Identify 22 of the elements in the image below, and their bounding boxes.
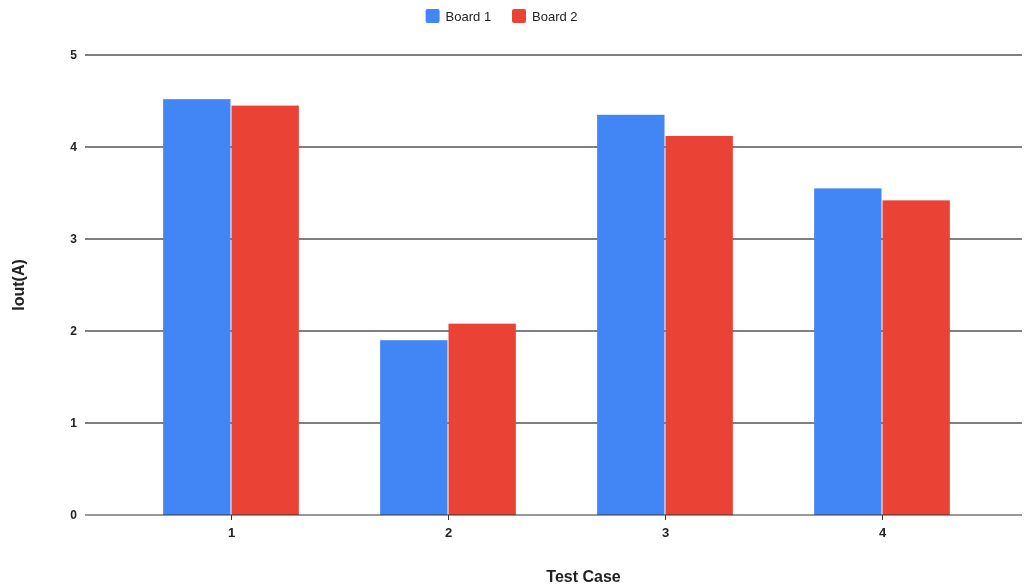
x-axis-title: Test Case [546, 568, 621, 585]
x-tick-label: 1 [227, 525, 236, 540]
x-tick-label: 3 [661, 525, 670, 540]
y-tick-label: 4 [70, 140, 78, 154]
y-tick-label: 2 [70, 324, 78, 338]
bar [665, 135, 733, 515]
y-axis-title: Iout(A) [10, 259, 27, 311]
y-tick-label: 5 [70, 48, 78, 62]
bar [882, 200, 950, 515]
bar [231, 105, 299, 515]
x-tick-label: 2 [444, 525, 453, 540]
y-tick-label: 3 [70, 232, 78, 246]
legend-label: Board 2 [532, 8, 578, 24]
bar [380, 340, 448, 515]
y-tick-label: 1 [70, 416, 78, 430]
x-tick-label: 4 [878, 525, 887, 540]
bar [814, 188, 882, 515]
bar [163, 99, 231, 515]
y-tick-label: 0 [70, 508, 78, 522]
legend-label: Board 1 [445, 8, 492, 24]
bar [448, 323, 516, 515]
bar [597, 114, 665, 515]
